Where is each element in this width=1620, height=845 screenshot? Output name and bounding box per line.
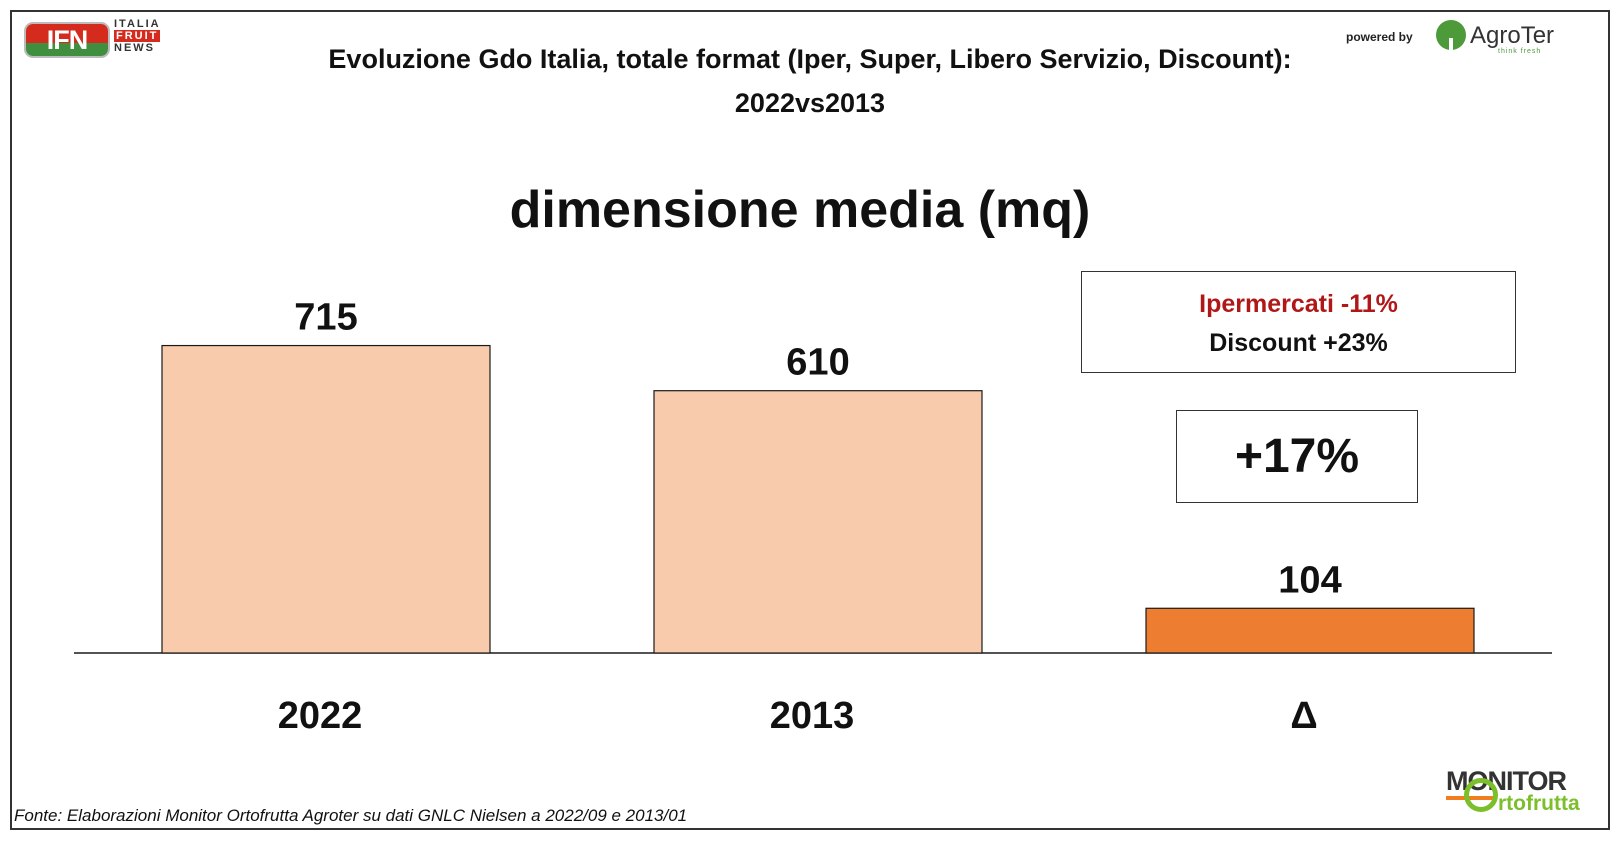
change-percent-box: +17% bbox=[1176, 410, 1418, 503]
ifn-logo-text: IFN bbox=[46, 25, 89, 55]
monitor-ortofrutta-logo: MONITOR rtofrutta bbox=[1446, 766, 1606, 816]
info-box: Ipermercati -11% Discount +23% bbox=[1081, 271, 1516, 373]
agroter-name: AgroTer bbox=[1470, 22, 1555, 49]
data-label-1: 610 bbox=[786, 342, 849, 384]
category-label-0: 2022 bbox=[278, 695, 363, 737]
source-note: Fonte: Elaborazioni Monitor Ortofrutta A… bbox=[14, 806, 688, 825]
magnifier-icon bbox=[1464, 778, 1498, 812]
data-label-2: 104 bbox=[1278, 559, 1341, 601]
tree-icon bbox=[1436, 20, 1466, 50]
chart-title: Evoluzione Gdo Italia, totale format (Ip… bbox=[328, 44, 1292, 74]
ifn-logo-words: ITALIA FRUIT NEWS bbox=[114, 18, 161, 54]
monitor-sub: rtofrutta bbox=[1498, 792, 1580, 815]
data-label-0: 715 bbox=[294, 297, 357, 339]
chart-title-line2: 2022vs2013 bbox=[734, 88, 886, 118]
info-ipermercati: Ipermercati -11% bbox=[1199, 290, 1398, 318]
powered-by-label: powered by bbox=[1346, 30, 1413, 44]
bar-1 bbox=[653, 390, 983, 654]
ifn-word-italia: ITALIA bbox=[114, 18, 161, 30]
ifn-word-fruit: FRUIT bbox=[114, 30, 161, 42]
category-label-1: 2013 bbox=[770, 695, 855, 737]
ifn-word-news: NEWS bbox=[114, 42, 155, 54]
ifn-logo: IFN ITALIA FRUIT NEWS bbox=[24, 18, 174, 62]
agroter-logo: AgroTer think fresh bbox=[1436, 18, 1576, 58]
category-label-2: Δ bbox=[1290, 695, 1317, 737]
bar-0 bbox=[161, 344, 491, 654]
ifn-logo-badge: IFN bbox=[24, 22, 110, 58]
info-discount: Discount +23% bbox=[1209, 329, 1388, 357]
chart-subtitle: dimensione media (mq) bbox=[509, 181, 1091, 239]
agroter-tagline: think fresh bbox=[1498, 48, 1542, 55]
bar-2 bbox=[1145, 607, 1475, 654]
